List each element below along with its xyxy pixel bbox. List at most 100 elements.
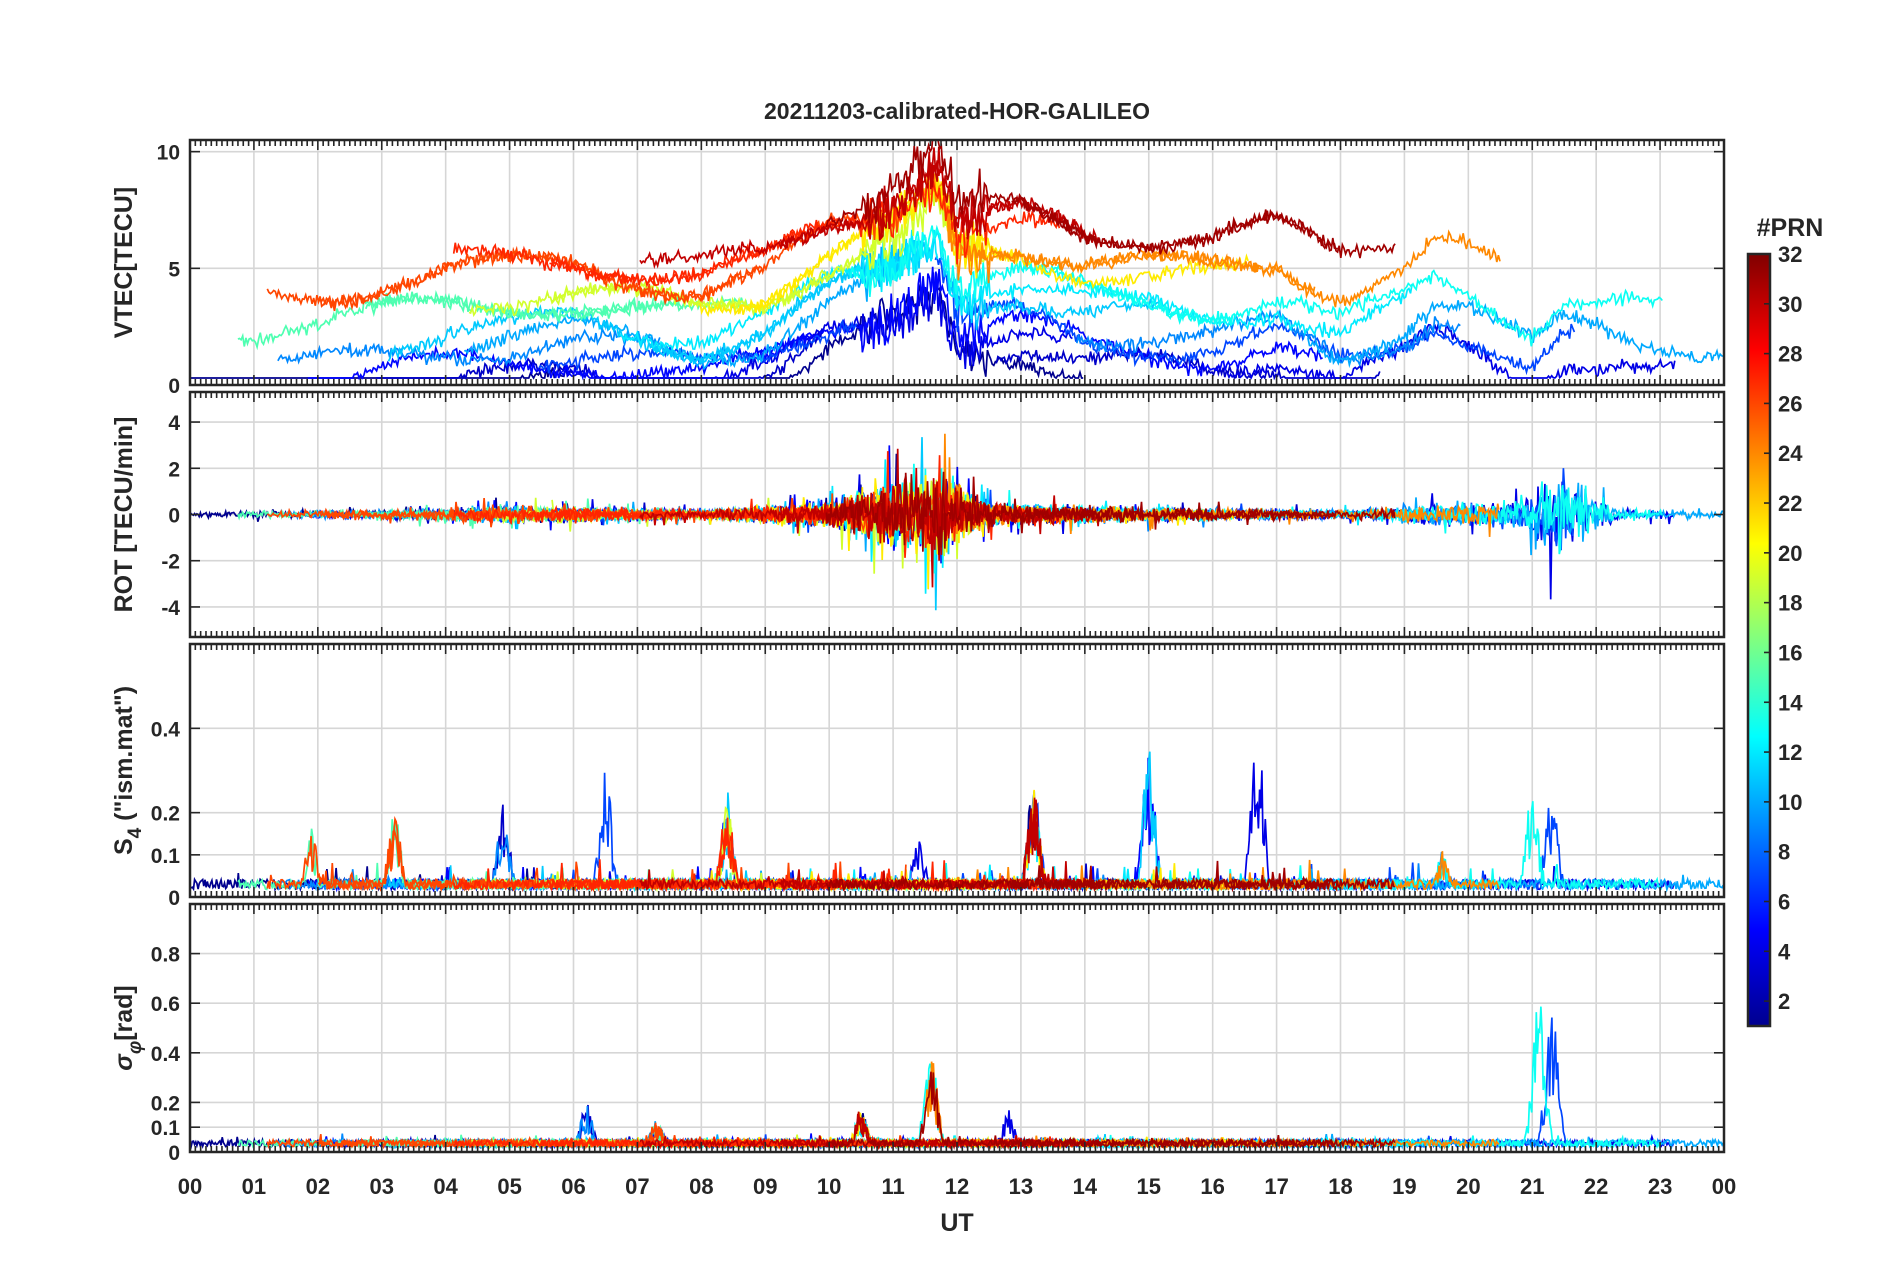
panel-3: 0 0.1 0.2 0.4S4 ("ism.mat") — [110, 642, 1726, 910]
grid-lines — [189, 904, 1725, 1153]
x-tick-label: 23 — [1648, 1174, 1672, 1199]
y-axis-label: σφ[rad] — [110, 985, 146, 1071]
y-tick-label: 0.2 — [151, 1092, 180, 1115]
series-prn-31 — [825, 1071, 1396, 1150]
y-axis-label: VTEC[TECU] — [110, 187, 138, 338]
y-tick-label: 5 — [168, 258, 180, 281]
x-tick-label: 03 — [370, 1174, 394, 1199]
series-prn-4 — [561, 466, 1675, 600]
y-tick-label: 0.6 — [151, 993, 180, 1016]
series-prn-30 — [639, 146, 1100, 270]
y-tick-label: 0.4 — [151, 1043, 181, 1066]
y-tick-label: 0.4 — [151, 718, 181, 741]
x-tick-label: 12 — [945, 1174, 969, 1199]
x-ticks — [189, 904, 1725, 1152]
y-tick-label: 0 — [168, 505, 180, 528]
series-prn-12 — [618, 459, 1412, 594]
colorbar-tick-label: 16 — [1778, 640, 1802, 665]
x-axis-label: UT — [940, 1209, 973, 1237]
colorbar-tick-label: 18 — [1778, 591, 1802, 616]
colorbar-tick-label: 14 — [1778, 690, 1803, 715]
x-tick-label: 08 — [689, 1174, 713, 1199]
y-tick-label: 0 — [168, 887, 180, 910]
x-tick-label: 17 — [1264, 1174, 1288, 1199]
x-tick-label: 15 — [1137, 1174, 1161, 1199]
y-tick-label: -2 — [161, 551, 180, 574]
series-prn-27 — [452, 173, 1061, 288]
x-tick-label: 01 — [242, 1174, 266, 1199]
series-prn-11 — [387, 751, 1163, 893]
colorbar-label: #PRN — [1757, 214, 1824, 242]
y-axis-label: ROT [TECU/min] — [110, 417, 138, 613]
colorbar-tick-label: 10 — [1778, 790, 1802, 815]
x-tick-label: 07 — [625, 1174, 649, 1199]
colorbar-tick-label: 8 — [1778, 840, 1790, 865]
series-prn-24 — [923, 433, 1500, 566]
y-tick-label: -4 — [161, 597, 180, 620]
x-tick-label: 05 — [497, 1174, 521, 1199]
x-tick-label: 06 — [561, 1174, 585, 1199]
x-tick-label: 04 — [433, 1174, 458, 1199]
x-tick-label: 19 — [1392, 1174, 1416, 1199]
y-tick-label: 0 — [168, 375, 180, 398]
series-prn-11 — [387, 437, 1163, 611]
x-tick-label: 21 — [1520, 1174, 1544, 1199]
series-prn-21 — [699, 789, 1251, 893]
x-tick-label: 00 — [178, 1174, 202, 1199]
y-ticks: 00.10.2 0.4 0.6 0.8 — [151, 944, 1724, 1165]
y-axis-label: S4 ("ism.mat") — [110, 686, 146, 855]
series-prn-5 — [307, 757, 1324, 893]
series-prn-31 — [825, 140, 1396, 259]
colorbar-tick-label: 22 — [1778, 491, 1802, 516]
grid-lines — [189, 644, 1725, 898]
colorbar-tick-label: 24 — [1778, 441, 1803, 466]
colorbar-tick-label: 26 — [1778, 391, 1802, 416]
panel-4: 00.10.2 0.4 0.6 0.8σφ[rad] — [110, 902, 1726, 1165]
y-ticks: 0 5 10 — [157, 142, 1724, 398]
x-tick-label: 20 — [1456, 1174, 1480, 1199]
series-group — [190, 140, 1724, 381]
panel-2: -4 -2 0 2 4 ROT [TECU/min] — [110, 390, 1726, 639]
y-tick-label: 0.1 — [151, 1117, 181, 1140]
y-tick-label: 10 — [157, 142, 180, 165]
y-tick-label: 4 — [168, 412, 180, 435]
x-tick-labels: 00 01 02 03 04 05 06 07 08 09 10 11 12 13 14 15 16 17 18 19… — [178, 1174, 1736, 1199]
x-tick-label: 22 — [1584, 1174, 1608, 1199]
y-tick-label: 0 — [168, 1142, 180, 1165]
x-ticks — [189, 644, 1725, 897]
x-tick-label: 10 — [817, 1174, 841, 1199]
series-prn-27 — [452, 817, 1062, 893]
colorbar-gradient — [1748, 254, 1770, 1026]
x-tick-label: 14 — [1073, 1174, 1098, 1199]
x-ticks — [189, 392, 1725, 637]
x-tick-label: 13 — [1009, 1174, 1033, 1199]
x-tick-label: 00 — [1712, 1174, 1736, 1199]
colorbar-tick-label: 30 — [1778, 292, 1802, 317]
series-prn-5 — [307, 445, 1324, 551]
colorbar-tick-label: 6 — [1778, 889, 1790, 914]
chart-title: 20211203-calibrated-HOR-GALILEO — [764, 98, 1150, 124]
y-ticks: -4 -2 0 2 4 — [161, 412, 1724, 620]
colorbar-tick-label: 20 — [1778, 541, 1802, 566]
series-prn-31 — [825, 471, 1396, 555]
x-tick-label: 02 — [306, 1174, 330, 1199]
x-tick-label: 09 — [753, 1174, 777, 1199]
x-tick-label: 18 — [1328, 1174, 1352, 1199]
series-group — [190, 433, 1724, 611]
x-tick-label: 16 — [1200, 1174, 1224, 1199]
colorbar-tick-label: 12 — [1778, 740, 1802, 765]
colorbar-tick-label: 28 — [1778, 342, 1802, 367]
series-prn-31 — [825, 860, 1396, 893]
y-tick-label: 0.2 — [151, 803, 180, 826]
colorbar-tick-label: 4 — [1778, 939, 1791, 964]
colorbar-tick-label: 32 — [1778, 242, 1802, 267]
x-ticks — [189, 140, 1725, 385]
x-tick-label: 11 — [881, 1174, 904, 1199]
series-prn-24 — [923, 1061, 1500, 1151]
panel-1: 0 5 10 VTEC[TECU] — [110, 138, 1726, 398]
y-tick-label: 0.8 — [151, 944, 181, 967]
y-tick-label: 0.1 — [151, 845, 181, 868]
